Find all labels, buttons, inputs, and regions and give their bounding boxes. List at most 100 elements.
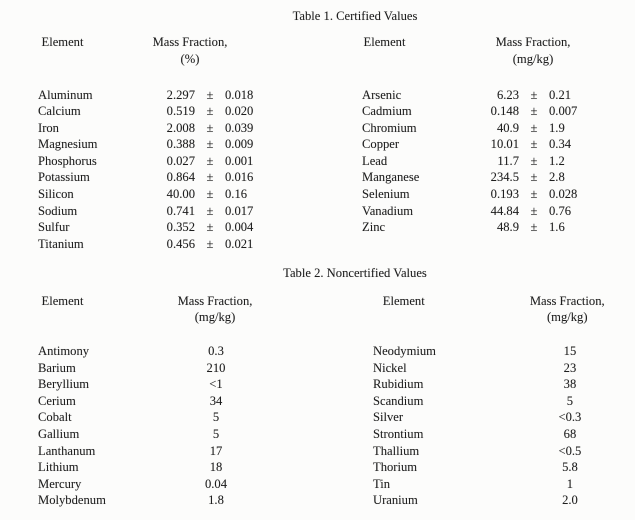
plus-minus-symbol: ± <box>206 203 214 218</box>
mass-fraction-header-line1: Mass Fraction, <box>495 35 571 49</box>
table1-left-rows: Aluminum 2.297 ± 0.018 Calcium 0.519 ± 0… <box>0 87 317 253</box>
plus-minus-symbol: ± <box>206 187 214 202</box>
uncertainty-value: 0.028 <box>549 187 578 202</box>
mass-fraction-value: 5.8 <box>562 460 578 475</box>
mass-fraction-column-header: Mass Fraction, (mg/kg) <box>468 34 598 67</box>
table-row: Rubidium 38 <box>317 376 634 393</box>
table-row: Calcium 0.519 ± 0.020 <box>0 103 317 120</box>
table-row: Sulfur 0.352 ± 0.004 <box>0 219 317 236</box>
element-name: Sodium <box>38 203 78 218</box>
table2-right-header: Element Mass Fraction, (mg/kg) <box>317 293 634 326</box>
mass-fraction-value: 17 <box>209 443 223 458</box>
mass-fraction-value: 0.193 <box>490 187 519 202</box>
element-column-header: Element <box>41 293 84 308</box>
element-name: Thorium <box>373 460 418 475</box>
mass-fraction-value: 68 <box>563 426 577 441</box>
uncertainty-value: 0.017 <box>225 203 254 218</box>
table-row: Gallium 5 <box>0 426 317 443</box>
element-name: Vanadium <box>362 203 414 218</box>
table2-section: Table 2. Noncertified Values Element Mas… <box>0 265 635 508</box>
mass-fraction-value: 10.01 <box>490 137 519 152</box>
uncertainty-value: 0.007 <box>549 104 578 119</box>
table-row: Cadmium 0.148 ± 0.007 <box>317 103 634 120</box>
table-row: Selenium 0.193 ± 0.028 <box>317 186 634 203</box>
mass-fraction-value: 0.388 <box>166 137 195 152</box>
mass-fraction-value: <0.5 <box>558 443 582 458</box>
mass-fraction-value: 23 <box>563 360 577 375</box>
element-name: Mercury <box>38 476 82 491</box>
table-row: Titanium 0.456 ± 0.021 <box>0 236 317 253</box>
element-name: Cadmium <box>362 104 412 119</box>
table-row: Mercury 0.04 <box>0 476 317 493</box>
table-row: Strontium 68 <box>317 426 634 443</box>
plus-minus-symbol: ± <box>530 220 538 235</box>
table-row: Silver <0.3 <box>317 409 634 426</box>
mass-fraction-value: 44.84 <box>490 203 519 218</box>
table1-left-header: Element Mass Fraction, (%) <box>0 34 317 67</box>
mass-fraction-value: <0.3 <box>558 410 582 425</box>
mass-fraction-value: 11.7 <box>497 153 519 168</box>
element-name: Zinc <box>362 220 386 235</box>
mass-fraction-header-line1: Mass Fraction, <box>529 293 605 308</box>
element-name: Aluminum <box>38 87 93 102</box>
plus-minus-symbol: ± <box>530 187 538 202</box>
element-name: Scandium <box>373 393 424 408</box>
table2-left-rows: Antimony 0.3 Barium 210 Beryllium <1 Cer… <box>0 343 317 509</box>
element-name: Tin <box>373 476 391 491</box>
table-row: Beryllium <1 <box>0 376 317 393</box>
mass-fraction-header-line2: (mg/kg) <box>194 310 236 325</box>
plus-minus-symbol: ± <box>206 104 214 119</box>
element-name: Uranium <box>373 493 418 508</box>
element-name: Lithium <box>38 460 79 475</box>
element-name: Cerium <box>38 393 76 408</box>
uncertainty-value: 0.021 <box>225 236 254 251</box>
table-row: Arsenic 6.23 ± 0.21 <box>317 87 634 104</box>
plus-minus-symbol: ± <box>530 153 538 168</box>
plus-minus-symbol: ± <box>206 137 214 152</box>
mass-fraction-header-line2: (mg/kg) <box>546 310 588 325</box>
table-row: Thallium <0.5 <box>317 443 634 460</box>
uncertainty-value: 1.9 <box>549 120 565 135</box>
uncertainty-value: 0.009 <box>225 137 254 152</box>
mass-fraction-value: 210 <box>206 360 226 375</box>
table-row: Potassium 0.864 ± 0.016 <box>0 169 317 186</box>
table-row: Phosphorus 0.027 ± 0.001 <box>0 153 317 170</box>
table-row: Scandium 5 <box>317 393 634 410</box>
uncertainty-value: 0.020 <box>225 104 254 119</box>
plus-minus-symbol: ± <box>206 236 214 251</box>
uncertainty-value: 0.004 <box>225 220 254 235</box>
plus-minus-symbol: ± <box>530 104 538 119</box>
element-name: Neodymium <box>373 343 436 358</box>
element-name: Potassium <box>38 170 90 185</box>
table-row: Manganese 234.5 ± 2.8 <box>317 169 634 186</box>
uncertainty-value: 0.76 <box>549 203 572 218</box>
mass-fraction-value: 40.00 <box>166 187 195 202</box>
table1-right-header: Element Mass Fraction, (mg/kg) <box>317 34 634 67</box>
table-row: Molybdenum 1.8 <box>0 492 317 509</box>
element-name: Cobalt <box>38 410 72 425</box>
element-name: Lanthanum <box>38 443 96 458</box>
mass-fraction-value: 5 <box>212 426 220 441</box>
table1-left-column: Element Mass Fraction, (%) Aluminum 2.29… <box>0 34 317 252</box>
mass-fraction-column-header: Mass Fraction, (mg/kg) <box>501 293 635 326</box>
element-name: Manganese <box>362 170 420 185</box>
uncertainty-value: 0.21 <box>549 87 572 102</box>
mass-fraction-value: 0.3 <box>208 343 224 358</box>
table-row: Lanthanum 17 <box>0 443 317 460</box>
table1-section: Table 1. Certified Values Element Mass F… <box>0 8 635 252</box>
element-name: Gallium <box>38 426 80 441</box>
mass-fraction-value: <1 <box>209 377 223 392</box>
plus-minus-symbol: ± <box>206 87 214 102</box>
table-row: Zinc 48.9 ± 1.6 <box>317 219 634 236</box>
element-name: Iron <box>38 120 59 135</box>
mass-fraction-value: 48.9 <box>496 220 519 235</box>
table2-left-column: Element Mass Fraction, (mg/kg) Antimony … <box>0 293 317 509</box>
table2-left-header: Element Mass Fraction, (mg/kg) <box>0 293 317 326</box>
mass-fraction-column-header: Mass Fraction, (%) <box>125 34 255 67</box>
table-row: Sodium 0.741 ± 0.017 <box>0 203 317 220</box>
table1-body: Element Mass Fraction, (%) Aluminum 2.29… <box>0 34 635 252</box>
element-name: Thallium <box>373 443 420 458</box>
element-name: Silicon <box>38 187 74 202</box>
element-name: Molybdenum <box>38 493 106 508</box>
element-name: Sulfur <box>38 220 70 235</box>
